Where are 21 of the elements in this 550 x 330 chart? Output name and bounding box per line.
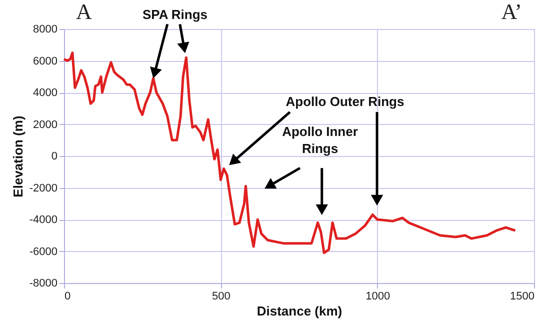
y-tick-label: -8000 — [29, 278, 58, 290]
y-tick-label: -6000 — [29, 246, 58, 258]
y-tick-label: 2000 — [33, 118, 58, 131]
y-tick-label: 6000 — [33, 55, 58, 68]
text: A — [76, 0, 92, 24]
x-tick-label: 500 — [212, 290, 230, 302]
y-tick-label: 0 — [51, 150, 58, 162]
annotation: Apollo Outer Rings — [286, 94, 404, 109]
x-tick-label: 1000 — [366, 290, 390, 302]
line-series — [62, 52, 516, 254]
text: A’ — [501, 0, 522, 24]
y-tick-label: 8000 — [33, 24, 58, 36]
y-tick-label: -2000 — [29, 182, 58, 194]
y-axis-title: Elevation (m) — [10, 116, 26, 198]
x-axis-title: Distance (km) — [256, 304, 342, 318]
y-tick-label: -4000 — [29, 214, 58, 226]
x-tick-label: 1500 — [510, 290, 534, 302]
annotation: SPA Rings — [142, 7, 208, 22]
annotation: Apollo Inner Rings — [282, 124, 358, 156]
y-tick-label: 4000 — [33, 87, 58, 99]
x-tick-label: 0 — [64, 290, 71, 302]
